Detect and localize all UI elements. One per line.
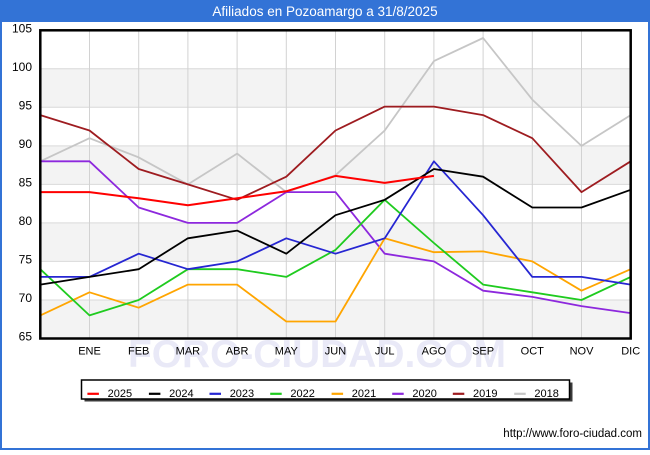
svg-text:75: 75: [19, 252, 33, 266]
svg-text:JUN: JUN: [325, 346, 346, 358]
svg-text:2023: 2023: [230, 388, 254, 400]
svg-text:105: 105: [12, 21, 32, 35]
svg-text:2020: 2020: [412, 388, 436, 400]
svg-text:2021: 2021: [352, 388, 376, 400]
svg-text:ENE: ENE: [78, 346, 101, 358]
svg-text:2025: 2025: [108, 388, 132, 400]
svg-text:ABR: ABR: [226, 346, 249, 358]
svg-text:2022: 2022: [290, 388, 314, 400]
svg-text:OCT: OCT: [521, 346, 545, 358]
svg-text:Afiliados en Pozoamargo a 31/8: Afiliados en Pozoamargo a 31/8/2025: [212, 4, 437, 19]
svg-text:FEB: FEB: [128, 346, 149, 358]
svg-text:65: 65: [19, 330, 33, 344]
svg-text:http://www.foro-ciudad.com: http://www.foro-ciudad.com: [503, 428, 642, 440]
svg-text:70: 70: [19, 291, 33, 305]
svg-text:AGO: AGO: [422, 346, 447, 358]
svg-text:80: 80: [19, 214, 33, 228]
svg-text:FORO-CIUDAD.COM: FORO-CIUDAD.COM: [128, 333, 506, 376]
svg-text:JUL: JUL: [375, 346, 395, 358]
svg-text:MAY: MAY: [275, 346, 299, 358]
svg-text:SEP: SEP: [472, 346, 494, 358]
svg-text:85: 85: [19, 175, 33, 189]
svg-text:2019: 2019: [473, 388, 497, 400]
svg-text:95: 95: [19, 98, 33, 112]
svg-text:100: 100: [12, 60, 32, 74]
svg-text:2024: 2024: [169, 388, 193, 400]
svg-text:NOV: NOV: [570, 346, 595, 358]
svg-text:2018: 2018: [534, 388, 558, 400]
svg-text:DIC: DIC: [621, 346, 640, 358]
svg-text:MAR: MAR: [176, 346, 201, 358]
svg-text:90: 90: [19, 137, 33, 151]
